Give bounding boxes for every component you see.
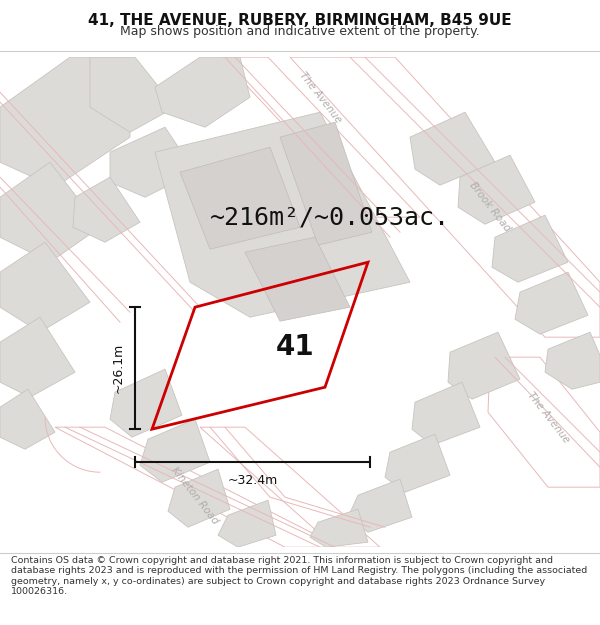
Text: Contains OS data © Crown copyright and database right 2021. This information is : Contains OS data © Crown copyright and d… [11, 556, 587, 596]
Polygon shape [245, 237, 350, 321]
Polygon shape [218, 500, 276, 548]
Polygon shape [155, 57, 250, 127]
Polygon shape [55, 427, 340, 548]
Polygon shape [290, 57, 600, 337]
Polygon shape [0, 317, 75, 398]
Text: ~26.1m: ~26.1m [112, 343, 125, 393]
Polygon shape [0, 389, 55, 449]
Polygon shape [0, 162, 100, 262]
Text: The Avenue: The Avenue [297, 70, 343, 124]
Polygon shape [73, 177, 140, 242]
Polygon shape [110, 127, 195, 197]
Polygon shape [492, 215, 568, 282]
Polygon shape [168, 469, 230, 527]
Text: The Avenue: The Avenue [525, 390, 571, 444]
Polygon shape [385, 434, 450, 492]
Polygon shape [155, 112, 410, 317]
Polygon shape [458, 155, 535, 224]
Polygon shape [280, 122, 372, 245]
Text: 41: 41 [275, 333, 314, 361]
Polygon shape [488, 357, 600, 487]
Polygon shape [412, 382, 480, 445]
Polygon shape [545, 332, 600, 389]
Polygon shape [310, 509, 368, 548]
Text: ~216m²/~0.053ac.: ~216m²/~0.053ac. [210, 205, 450, 229]
Polygon shape [110, 369, 182, 437]
Polygon shape [140, 419, 210, 482]
Polygon shape [90, 57, 175, 132]
Polygon shape [348, 479, 412, 532]
Polygon shape [515, 272, 588, 334]
Text: Map shows position and indicative extent of the property.: Map shows position and indicative extent… [120, 26, 480, 39]
Polygon shape [410, 112, 495, 185]
Text: Kineton Road: Kineton Road [170, 464, 220, 526]
Text: Brook Road: Brook Road [467, 181, 512, 234]
Polygon shape [200, 427, 380, 548]
Polygon shape [220, 57, 420, 217]
Text: 41, THE AVENUE, RUBERY, BIRMINGHAM, B45 9UE: 41, THE AVENUE, RUBERY, BIRMINGHAM, B45 … [88, 12, 512, 28]
Polygon shape [0, 57, 130, 187]
Polygon shape [180, 147, 300, 249]
Polygon shape [448, 332, 520, 399]
Polygon shape [0, 242, 90, 332]
Text: ~32.4m: ~32.4m [227, 474, 278, 487]
